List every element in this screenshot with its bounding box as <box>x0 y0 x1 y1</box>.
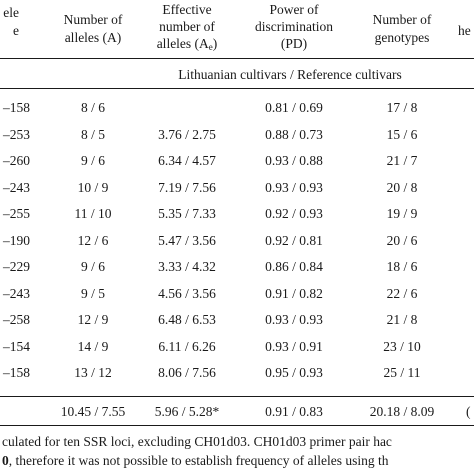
cell-pd: 0.93 / 0.88 <box>265 153 323 168</box>
cell-alleles: 9 / 6 <box>80 259 106 274</box>
cell-alleles: 8 / 5 <box>80 127 106 142</box>
header-genotypes-line1: Number of <box>372 12 432 27</box>
cell-effective: 7.19 / 7.56 <box>158 180 216 195</box>
cell-alleles: 9 / 5 <box>80 286 106 301</box>
cell-alleles: 11 / 10 <box>74 206 112 221</box>
cell-pd: 0.93 / 0.93 <box>265 180 323 195</box>
header-allele-line1: ele <box>3 5 19 20</box>
footnote-line2: 0, therefore it was not possible to esta… <box>2 453 389 468</box>
header-pd-line3: (PD) <box>280 36 308 51</box>
summary-alleles: 10.45 / 7.55 <box>60 404 126 419</box>
cell-genotypes: 22 / 6 <box>386 286 418 301</box>
cell-alleles: 12 / 9 <box>77 312 109 327</box>
cell-alleles: 12 / 6 <box>77 233 109 248</box>
table-row: –253 8 / 5 3.76 / 2.75 0.88 / 0.73 15 / … <box>0 127 474 149</box>
summary-row: 10.45 / 7.55 5.96 / 5.28* 0.91 / 0.83 20… <box>0 404 474 426</box>
cell-genotypes: 20 / 8 <box>386 180 418 195</box>
cell-range: –158 <box>3 365 30 380</box>
cell-pd: 0.93 / 0.91 <box>265 339 323 354</box>
cell-range: –260 <box>3 153 30 168</box>
footnote-line1: culated for ten SSR loci, excluding CH01… <box>2 434 392 449</box>
cell-genotypes: 15 / 6 <box>386 127 418 142</box>
header-pd-line2: discrimination <box>255 19 333 34</box>
cell-alleles: 13 / 12 <box>74 365 112 380</box>
header-last-col: he <box>458 23 471 38</box>
cell-range: –253 <box>3 127 30 142</box>
cell-pd: 0.91 / 0.82 <box>265 286 323 301</box>
cell-pd: 0.95 / 0.93 <box>265 365 323 380</box>
header-alleles-line2: alleles (A) <box>64 30 122 45</box>
header-rule <box>0 58 474 59</box>
header-allele-line2: e <box>13 23 19 38</box>
cell-genotypes: 19 / 9 <box>386 206 418 221</box>
cell-effective: 3.76 / 2.75 <box>158 127 216 142</box>
cell-genotypes: 23 / 10 <box>383 339 421 354</box>
header-effective-line1: Effective <box>162 2 212 17</box>
cell-effective: 3.33 / 4.32 <box>158 259 216 274</box>
cell-range: –255 <box>3 206 30 221</box>
cell-range: –190 <box>3 233 30 248</box>
summary-genotypes: 20.18 / 8.09 <box>369 404 435 419</box>
cell-pd: 0.93 / 0.93 <box>265 312 323 327</box>
table-row: –258 12 / 9 6.48 / 6.53 0.93 / 0.93 21 /… <box>0 312 474 334</box>
cell-genotypes: 20 / 6 <box>386 233 418 248</box>
header-effective-line2: number of <box>159 19 215 34</box>
table-row: –243 9 / 5 4.56 / 3.56 0.91 / 0.82 22 / … <box>0 286 474 308</box>
footnote-bold-char: 0 <box>2 453 9 468</box>
cell-pd: 0.92 / 0.93 <box>265 206 323 221</box>
cell-pd: 0.92 / 0.81 <box>265 233 323 248</box>
header-pd-line1: Power of <box>269 2 319 17</box>
bottom-rule <box>0 425 474 427</box>
subheader-rule <box>0 88 474 89</box>
cell-range: –154 <box>3 339 30 354</box>
header-alleles-line1: Number of <box>63 12 123 27</box>
summary-rule <box>0 396 474 397</box>
table-row: –243 10 / 9 7.19 / 7.56 0.93 / 0.93 20 /… <box>0 180 474 202</box>
cell-genotypes: 17 / 8 <box>386 100 418 115</box>
cell-effective: 5.47 / 3.56 <box>158 233 216 248</box>
summary-pd: 0.91 / 0.83 <box>265 404 323 419</box>
subheader-cultivars: Lithuanian cultivars / Reference cultiva… <box>178 67 402 82</box>
cell-effective: 5.35 / 7.33 <box>158 206 216 221</box>
table-row: –154 14 / 9 6.11 / 6.26 0.93 / 0.91 23 /… <box>0 339 474 361</box>
cell-pd: 0.88 / 0.73 <box>265 127 323 142</box>
cell-effective: 6.34 / 4.57 <box>158 153 216 168</box>
cell-effective: 6.11 / 6.26 <box>158 339 216 354</box>
table-row: –158 8 / 6 0.81 / 0.69 17 / 8 <box>0 100 474 122</box>
table-row: –255 11 / 10 5.35 / 7.33 0.92 / 0.93 19 … <box>0 206 474 228</box>
cell-genotypes: 18 / 6 <box>386 259 418 274</box>
summary-last: ( <box>466 404 471 419</box>
cell-alleles: 8 / 6 <box>80 100 106 115</box>
cell-effective: 4.56 / 3.56 <box>158 286 216 301</box>
cell-range: –243 <box>3 180 30 195</box>
cell-effective: 6.48 / 6.53 <box>158 312 216 327</box>
cell-range: –158 <box>3 100 30 115</box>
header-effective-line3: alleles (Ae) <box>156 36 218 52</box>
cell-effective: 8.06 / 7.56 <box>158 365 216 380</box>
cell-pd: 0.86 / 0.84 <box>265 259 323 274</box>
cell-pd: 0.81 / 0.69 <box>265 100 323 115</box>
table-row: –229 9 / 6 3.33 / 4.32 0.86 / 0.84 18 / … <box>0 259 474 281</box>
cell-alleles: 14 / 9 <box>77 339 109 354</box>
cell-alleles: 10 / 9 <box>77 180 109 195</box>
cell-range: –229 <box>3 259 30 274</box>
cell-genotypes: 25 / 11 <box>383 365 421 380</box>
cell-range: –243 <box>3 286 30 301</box>
cell-alleles: 9 / 6 <box>80 153 106 168</box>
cell-genotypes: 21 / 7 <box>386 153 418 168</box>
summary-effective: 5.96 / 5.28* <box>154 404 220 419</box>
table-row: –190 12 / 6 5.47 / 3.56 0.92 / 0.81 20 /… <box>0 233 474 255</box>
table-row: –260 9 / 6 6.34 / 4.57 0.93 / 0.88 21 / … <box>0 153 474 175</box>
cell-genotypes: 21 / 8 <box>386 312 418 327</box>
table-row: –158 13 / 12 8.06 / 7.56 0.95 / 0.93 25 … <box>0 365 474 387</box>
cell-range: –258 <box>3 312 30 327</box>
header-genotypes-line2: genotypes <box>374 30 430 45</box>
